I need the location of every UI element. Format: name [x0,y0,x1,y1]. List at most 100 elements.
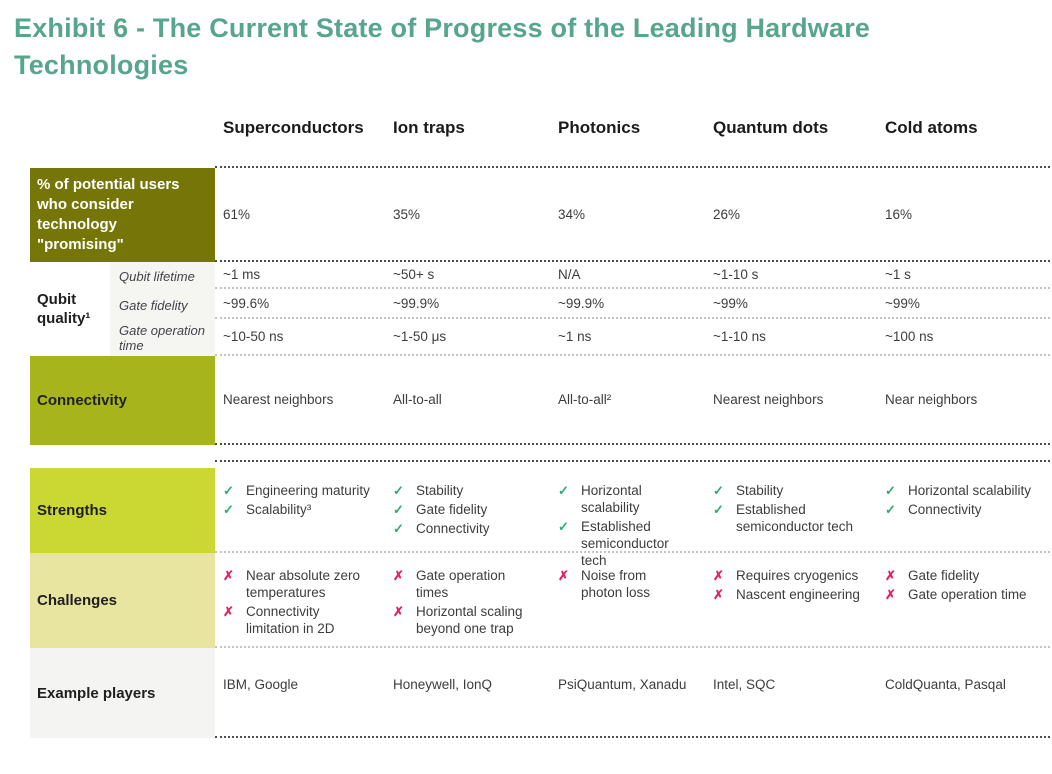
subrow-gate-fidelity: ~99.6% ~99.9% ~99.9% ~99% ~99% [215,289,1050,319]
challenge-item: Gate operation times [416,568,506,600]
check-icon: ✓ [713,483,724,498]
cell-connectivity-photonics: All-to-all² [558,392,612,407]
cell-promising-ion-traps: 35% [393,206,421,222]
cell-fidelity-ion-traps: ~99.9% [393,295,440,311]
section-gap [30,445,1050,468]
cross-icon: ✗ [393,568,404,583]
cell-players-photonics: PsiQuantum, Xanadu [558,677,687,692]
strength-item: Connectivity [908,502,982,517]
strength-item: Connectivity [416,521,490,536]
cell-strengths-ion-traps: ✓ Stability ✓ Gate fidelity ✓ Connectivity [385,468,550,571]
strength-item: Established semiconductor tech [736,502,854,534]
check-icon: ✓ [558,519,569,534]
strength-item: Stability [416,483,464,498]
column-header-ion-traps: Ion traps [393,118,465,137]
challenge-item: Requires cryogenics [736,568,859,583]
cell-fidelity-quantum-dots: ~99% [713,295,748,311]
check-icon: ✓ [558,483,569,498]
cell-players-cold-atoms: ColdQuanta, Pasqal [885,677,1006,692]
cell-players-quantum-dots: Intel, SQC [713,677,776,692]
strength-item: Stability [736,483,784,498]
strength-item: Scalability³ [246,502,312,517]
cell-fidelity-superconductors: ~99.6% [223,295,270,311]
cell-gatetime-superconductors: ~10-50 ns [223,328,284,344]
cell-gatetime-cold-atoms: ~100 ns [885,328,934,344]
cell-gatetime-quantum-dots: ~1-10 ns [713,328,766,344]
strength-item: Gate fidelity [416,502,488,517]
row-qubit-quality: Qubit quality¹ Qubit lifetime Gate fidel… [30,262,1050,356]
cell-challenges-ion-traps: ✗ Gate operation times ✗ Horizontal scalin… [385,553,550,646]
check-icon: ✓ [223,483,234,498]
cell-promising-cold-atoms: 16% [885,206,913,222]
cross-icon: ✗ [713,568,724,583]
cell-fidelity-cold-atoms: ~99% [885,295,920,311]
row-challenges: Challenges ✗ Near absolute zero temperatu… [30,553,1050,648]
cell-promising-photonics: 34% [558,206,586,222]
challenge-item: Nascent engineering [736,587,860,602]
check-icon: ✓ [393,521,404,536]
cell-lifetime-superconductors: ~1 ms [223,267,261,283]
row-label-challenges: Challenges [30,553,215,648]
row-label-example-players: Example players [30,648,215,738]
cell-strengths-photonics: ✓ Horizontal scalability ✓ Established sem… [550,468,705,571]
challenge-item: Horizontal scaling beyond one trap [416,604,523,636]
row-promising: % of potential users who consider techno… [30,168,1050,262]
strength-item: Established semiconductor tech [581,519,669,568]
cell-lifetime-quantum-dots: ~1-10 s [713,267,759,283]
column-header-quantum-dots: Quantum dots [713,118,829,137]
cross-icon: ✗ [885,568,896,583]
cell-fidelity-photonics: ~99.9% [558,295,605,311]
cell-challenges-cold-atoms: ✗ Gate fidelity ✗ Gate operation time [877,553,1050,646]
page-title: Exhibit 6 - The Current State of Progres… [14,13,871,80]
cell-challenges-superconductors: ✗ Near absolute zero temperatures ✗ Connec… [215,553,385,646]
cell-lifetime-ion-traps: ~50+ s [393,267,435,283]
cell-players-superconductors: IBM, Google [223,677,299,692]
cell-strengths-quantum-dots: ✓ Stability ✓ Established semiconductor te… [705,468,877,571]
column-header-cold-atoms: Cold atoms [885,118,978,137]
cell-strengths-cold-atoms: ✓ Horizontal scalability ✓ Connectivity [877,468,1050,571]
row-label-strengths: Strengths [30,468,215,553]
row-example-players: Example players IBM, Google Honeywell, I… [30,648,1050,738]
check-icon: ✓ [393,483,404,498]
check-icon: ✓ [713,502,724,517]
cross-icon: ✗ [558,568,569,583]
cell-strengths-superconductors: ✓ Engineering maturity ✓ Scalability³ [215,468,385,571]
cell-lifetime-photonics: N/A [558,267,581,283]
cross-icon: ✗ [223,568,234,583]
header-row: Superconductors Ion traps Photonics Quan… [30,110,1050,168]
row-strengths: Strengths ✓ Engineering maturity ✓ Scalabi… [30,468,1050,568]
cross-icon: ✗ [393,604,404,619]
exhibit-table: Superconductors Ion traps Photonics Quan… [30,110,1050,738]
cell-gatetime-ion-traps: ~1-50 μs [393,328,447,344]
row-label-promising: % of potential users who consider techno… [30,168,215,262]
sublabel-gate-operation-time: Gate operation time [119,323,206,353]
header-spacer [30,110,215,168]
cross-icon: ✗ [223,604,234,619]
challenge-item: Noise from photon loss [581,568,651,600]
cross-icon: ✗ [885,587,896,602]
row-label-connectivity: Connectivity [30,356,215,445]
cell-challenges-quantum-dots: ✗ Requires cryogenics ✗ Nascent engineerin… [705,553,877,646]
challenge-item: Connectivity limitation in 2D [246,604,335,636]
cell-players-ion-traps: Honeywell, IonQ [393,677,493,692]
cross-icon: ✗ [713,587,724,602]
cell-lifetime-cold-atoms: ~1 s [885,267,911,283]
check-icon: ✓ [393,502,404,517]
row-label-qubit-quality: Qubit quality¹ [37,291,91,327]
column-header-photonics: Photonics [558,118,641,137]
strength-item: Engineering maturity [246,483,370,498]
check-icon: ✓ [885,483,896,498]
cell-promising-superconductors: 61% [223,206,251,222]
cell-connectivity-superconductors: Nearest neighbors [223,392,334,407]
challenge-item: Gate operation time [908,587,1027,602]
sublabel-gate-fidelity: Gate fidelity [119,297,188,313]
cell-connectivity-quantum-dots: Nearest neighbors [713,392,824,407]
column-header-superconductors: Superconductors [223,118,364,137]
subrow-gate-operation-time: ~10-50 ns ~1-50 μs ~1 ns ~1-10 ns ~100 n… [215,319,1050,354]
cell-connectivity-cold-atoms: Near neighbors [885,392,978,407]
subrow-qubit-lifetime: ~1 ms ~50+ s N/A ~1-10 s ~1 s [215,262,1050,290]
cell-gatetime-photonics: ~1 ns [558,328,592,344]
check-icon: ✓ [885,502,896,517]
sublabel-qubit-lifetime: Qubit lifetime [119,268,195,284]
strength-item: Horizontal scalability [908,483,1032,498]
